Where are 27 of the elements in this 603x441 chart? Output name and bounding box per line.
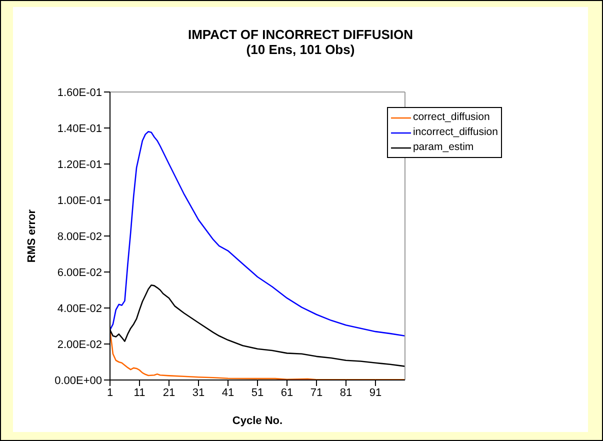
x-tick-label: 11	[134, 386, 146, 399]
y-axis-title: RMS error	[26, 208, 38, 263]
x-tick-label: 31	[192, 386, 205, 399]
legend-label: correct_diffusion	[412, 110, 490, 125]
legend-label: incorrect_diffusion	[412, 125, 498, 140]
y-tick-label: 1.20E-01	[57, 158, 102, 171]
x-tick-label: 81	[340, 386, 352, 399]
chart-title: IMPACT OF INCORRECT DIFFUSION	[186, 27, 414, 42]
x-tick-label: 41	[222, 386, 234, 399]
x-tick-label: 51	[251, 386, 264, 399]
x-tick-label: 91	[369, 386, 382, 399]
x-tick-label: 61	[280, 386, 294, 399]
line-series	[110, 130, 405, 337]
y-tick-label: 0.00E+00	[54, 374, 102, 387]
chart-subtitle: (10 Ens, 101 Obs)	[245, 42, 356, 57]
x-tick-label: 1	[106, 386, 114, 399]
x-tick-label: 71	[310, 386, 323, 399]
y-tick-label: 8.00E-02	[57, 230, 102, 243]
y-tick-label: 4.00E-02	[57, 302, 102, 315]
y-tick-label: 2.00E-02	[57, 338, 102, 351]
y-tick-label: 1.40E-01	[57, 122, 102, 135]
x-tick-label: 21	[162, 386, 176, 399]
y-tick-label: 6.00E-02	[57, 266, 102, 279]
y-tick-label: 1.00E-01	[57, 194, 102, 207]
x-axis-title: Cycle No.	[232, 415, 283, 427]
y-tick-label: 1.60E-01	[57, 86, 102, 99]
legend-label: param_estim	[412, 140, 474, 155]
